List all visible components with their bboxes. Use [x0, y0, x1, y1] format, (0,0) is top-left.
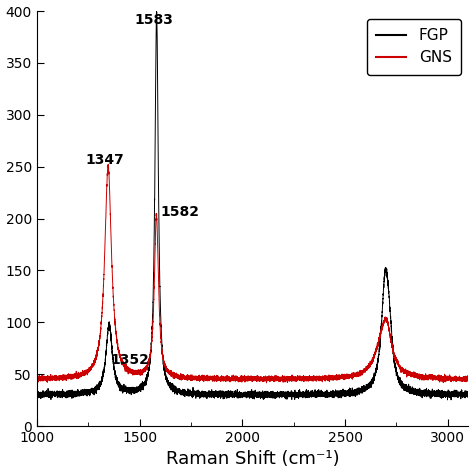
GNS	[55, 375, 61, 381]
FGP	[55, 392, 61, 397]
Line: FGP: FGP	[37, 11, 468, 400]
GNS	[354, 370, 360, 375]
FGP	[377, 345, 383, 350]
Legend: FGP, GNS: FGP, GNS	[367, 18, 461, 75]
X-axis label: Raman Shift (cm⁻¹): Raman Shift (cm⁻¹)	[166, 450, 339, 468]
FGP	[465, 388, 471, 394]
GNS	[290, 376, 295, 382]
Text: 1352: 1352	[110, 354, 149, 367]
GNS	[465, 374, 471, 380]
GNS	[377, 332, 383, 338]
FGP	[34, 391, 40, 397]
FGP	[308, 393, 314, 399]
FGP	[290, 391, 295, 397]
FGP	[154, 9, 159, 14]
GNS	[264, 380, 269, 386]
FGP	[190, 388, 196, 393]
GNS	[34, 377, 40, 383]
GNS	[308, 376, 314, 382]
FGP	[354, 390, 360, 396]
GNS	[190, 374, 196, 380]
FGP	[445, 397, 450, 403]
GNS	[106, 162, 111, 167]
Text: 1582: 1582	[160, 205, 199, 219]
Text: 1583: 1583	[135, 13, 174, 27]
Line: GNS: GNS	[37, 164, 468, 383]
Text: 1347: 1347	[85, 153, 124, 167]
